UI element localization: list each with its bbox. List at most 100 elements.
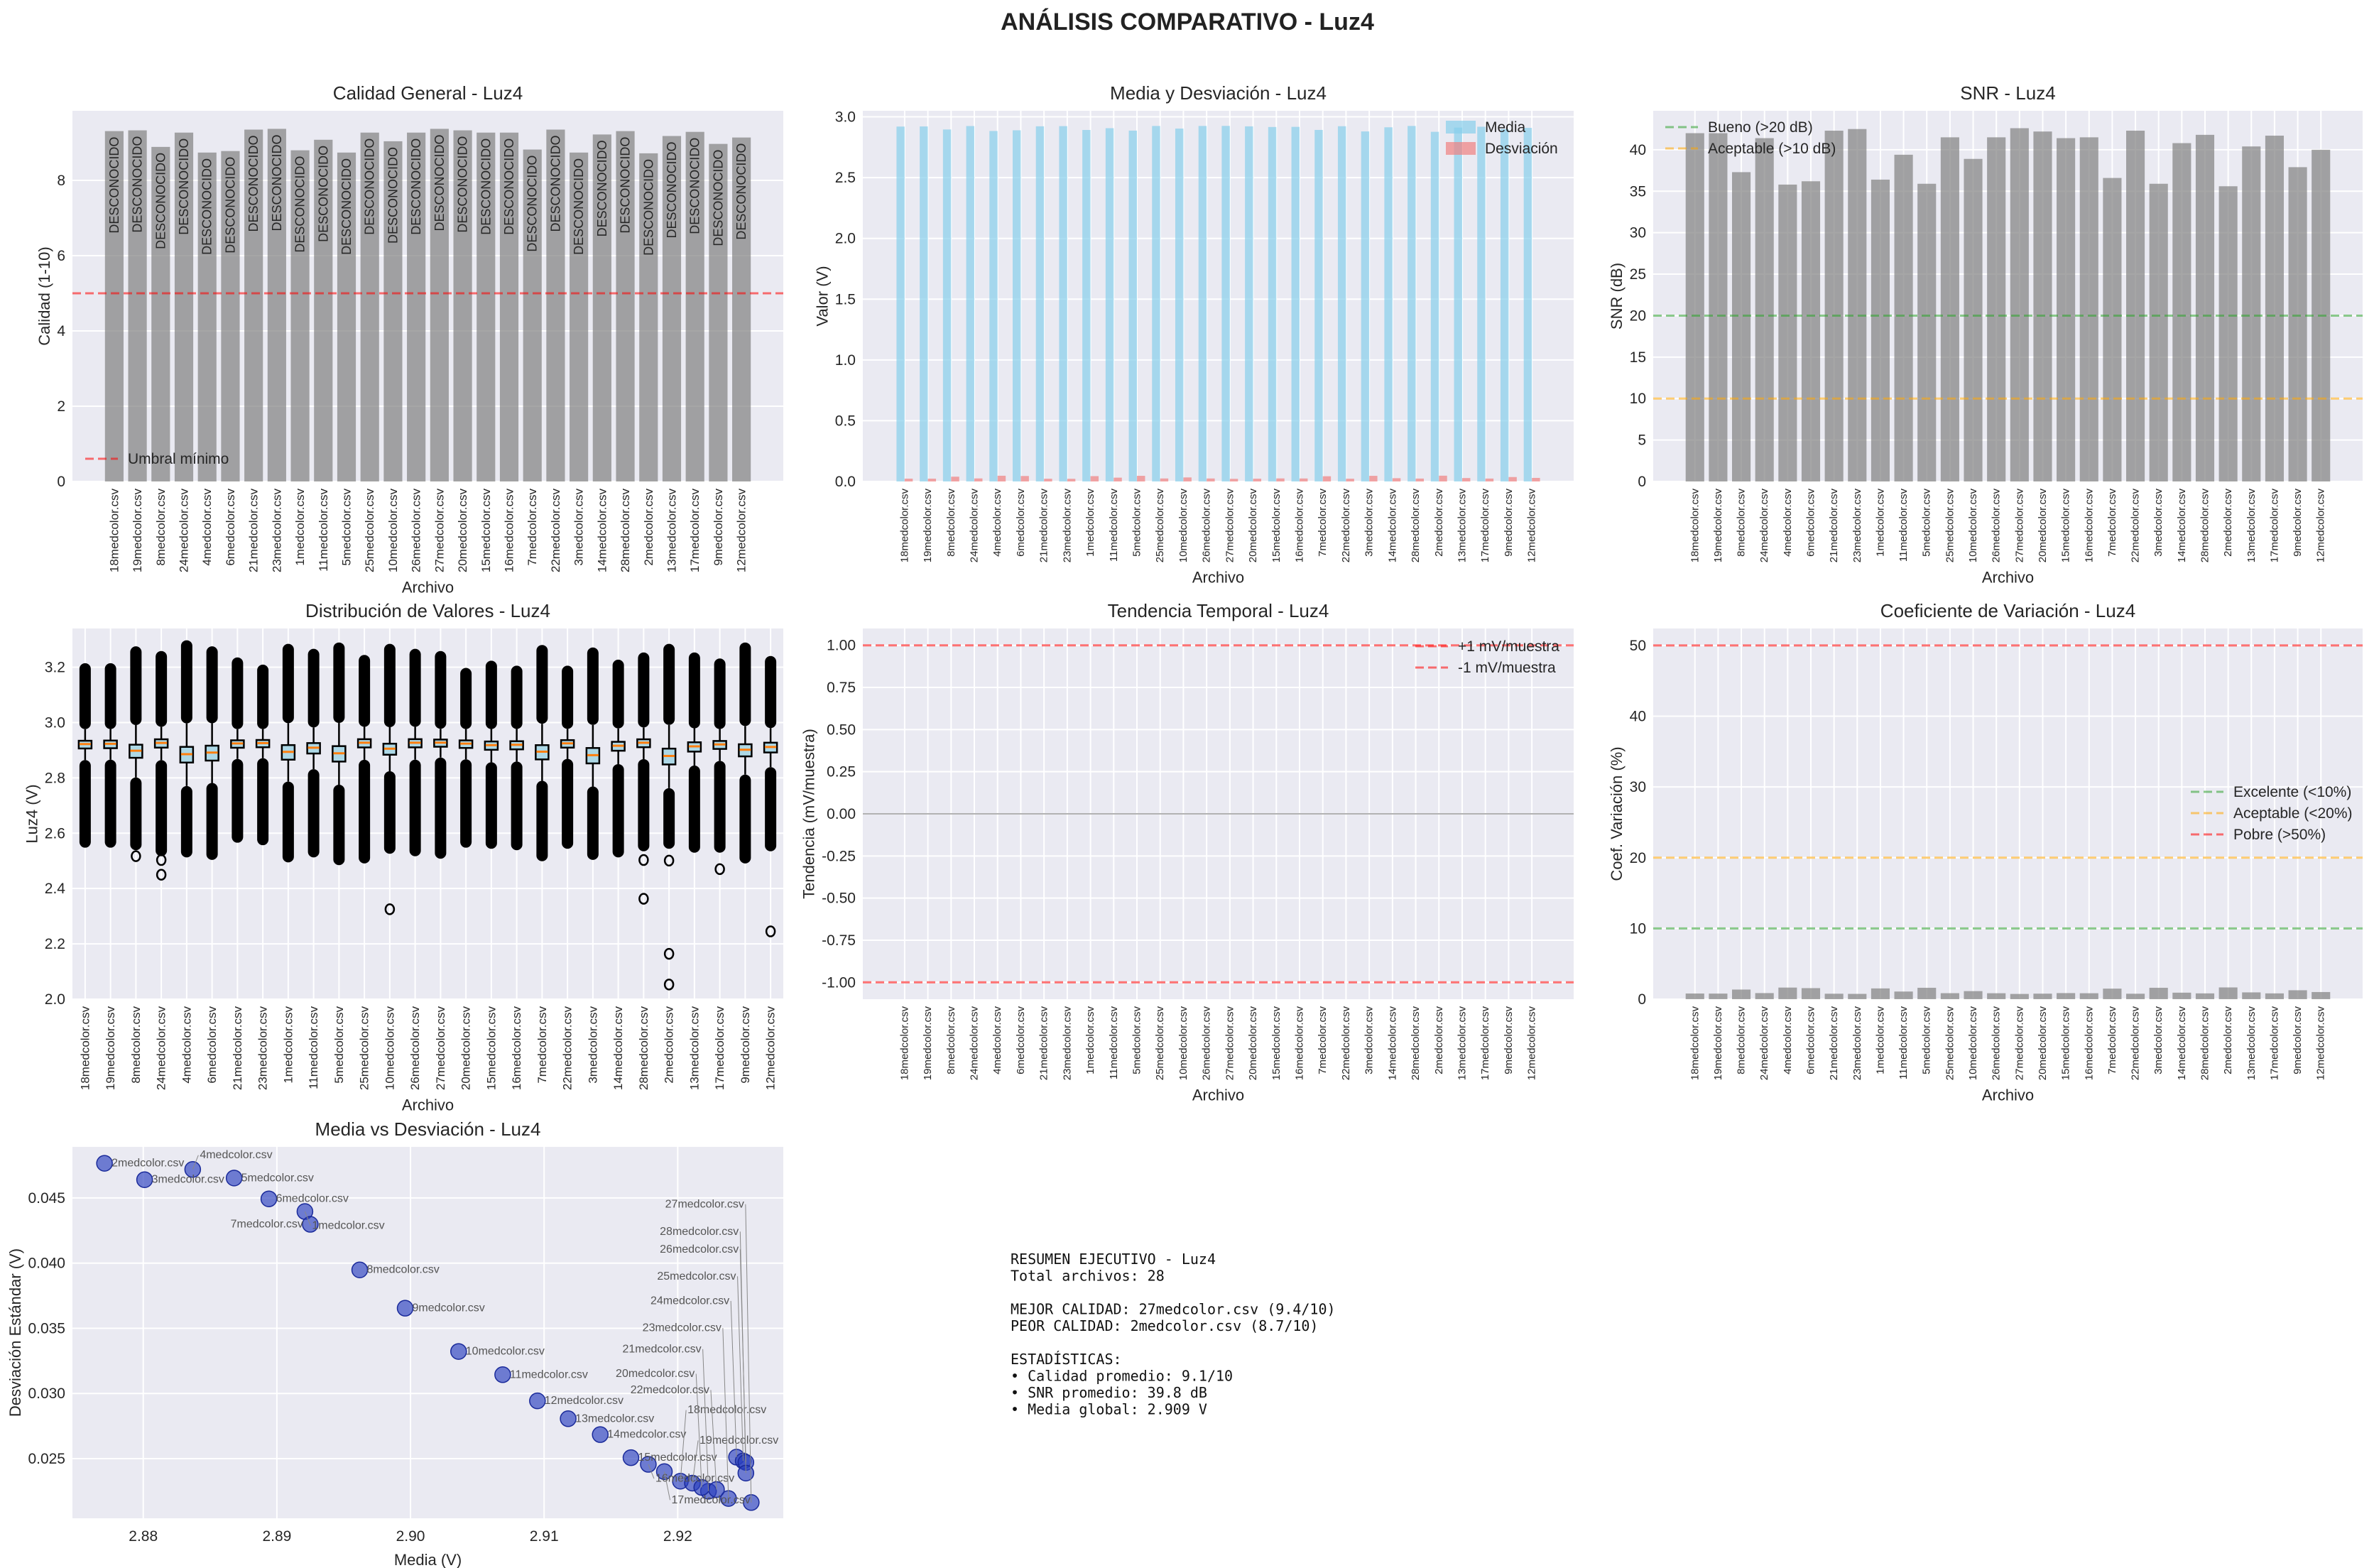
quality-bar [523,149,542,481]
cv-bar [2103,989,2122,999]
snr-bar [2265,136,2284,481]
outlier-cluster [460,759,472,848]
x-tick-label: 2medcolor.csv [663,1006,676,1084]
y-tick-label: 0.5 [835,413,856,429]
x-tick-label: 5medcolor.csv [1921,1006,1933,1074]
x-tick-label: 16medcolor.csv [1293,489,1305,563]
outlier-cluster [765,767,777,851]
media-bar [1500,129,1509,481]
bar-value-label: DESCONOCIDO [526,156,540,252]
outlier-cluster [156,760,168,856]
y-tick-label: 0.50 [827,722,856,738]
label-leader-line [648,1464,655,1479]
bar-value-label: DESCONOCIDO [107,137,121,234]
point-label: 9medcolor.csv [413,1302,485,1314]
x-tick-label: 19medcolor.csv [922,1006,934,1081]
outlier-cluster [435,650,447,729]
chart-title: Coeficiente de Variación - Luz4 [1880,600,2135,621]
media-bar [1384,127,1393,482]
y-tick-label: 2 [57,398,65,415]
snr-bar [1894,154,1913,481]
boxplot-item [153,650,169,881]
outlier-cluster [460,668,472,729]
y-axis-label: Calidad (1-10) [36,246,53,345]
desviacion-bar [1044,479,1052,481]
x-tick-label: 25medcolor.csv [1944,1006,1956,1081]
media-bar [1361,131,1370,481]
snr-bar [1871,179,1890,481]
x-tick-label: 13medcolor.csv [665,489,678,573]
legend-patch-icon [1446,121,1476,134]
point-label: 24medcolor.csv [650,1295,729,1307]
outlier-cluster [536,645,548,724]
y-tick-label: 2.6 [45,825,65,842]
quality-bar [430,129,449,481]
x-tick-label: 23medcolor.csv [1851,489,1863,563]
scatter-point [351,1261,369,1278]
snr-bar [1848,129,1867,481]
x-tick-label: 20medcolor.csv [2037,1006,2049,1081]
point-label: 10medcolor.csv [466,1346,545,1358]
x-tick-label: 2.92 [663,1528,692,1545]
snr-bar [1755,138,1774,481]
boxplot-item [535,645,550,861]
x-tick-label: 20medcolor.csv [1247,489,1259,563]
x-tick-label: 23medcolor.csv [256,1006,270,1091]
cv-bar [2288,990,2307,999]
y-axis-label: Coef. Variación (%) [1608,746,1626,881]
label-leader-line [710,1390,717,1490]
chart-title: Distribución de Valores - Luz4 [305,600,550,621]
x-tick-label: 28medcolor.csv [2199,489,2211,563]
outlier-point [638,854,649,866]
desviacion-bar [1415,478,1425,481]
label-leader-line [745,1204,752,1503]
y-tick-label: 2.2 [45,936,65,952]
boxplot-item [611,659,626,858]
media-bar [1198,126,1207,481]
figure-title: ANÁLISIS COMPARATIVO - Luz4 [1001,9,1374,36]
x-tick-label: 27medcolor.csv [2013,1006,2025,1081]
quality-bar [267,129,286,481]
label-leader-line [737,1276,744,1461]
bar-value-label: DESCONOCIDO [270,134,284,231]
x-tick-label: 26medcolor.csv [1201,1006,1213,1081]
desviacion-bar [1369,476,1378,481]
bar-value-label: DESCONOCIDO [641,159,655,256]
boxplot-item [687,652,702,853]
cv-bar [1824,993,1844,999]
x-tick-label: 14medcolor.csv [1386,1006,1398,1081]
point-label: 16medcolor.csv [655,1473,734,1485]
x-tick-label: 21medcolor.csv [231,1006,244,1091]
x-tick-label: 24medcolor.csv [969,1006,981,1081]
label-leader-line [702,1349,709,1491]
scatter-point [396,1300,414,1317]
media-bar [1012,130,1021,481]
x-tick-label: 20medcolor.csv [1247,1006,1259,1081]
x-tick-label: 10medcolor.csv [1177,489,1189,563]
legend-label: +1 mV/muestra [1458,638,1559,655]
boxplot-item [230,657,245,843]
x-tick-label: 20medcolor.csv [2037,489,2049,563]
x-tick-label: 22medcolor.csv [2130,489,2142,563]
bar-value-label: DESCONOCIDO [223,157,237,254]
quality-bar [685,131,704,481]
x-tick-label: 4medcolor.csv [180,1006,193,1084]
desviacion-bar [974,478,983,481]
snr-bar [1940,137,1959,481]
x-tick-label: 17medcolor.csv [2268,489,2280,563]
y-tick-label: 1.0 [835,352,856,369]
media-bar [920,126,928,481]
outlier-cluster [333,785,345,866]
scatter-point [560,1410,577,1427]
legend-label: Umbral mínimo [128,451,229,467]
x-tick-label: 12medcolor.csv [2315,1006,2327,1081]
boxplot-item [306,648,321,858]
boxplot-item [433,650,448,859]
outlier-cluster [409,648,421,727]
desviacion-bar [1020,476,1029,481]
bar-value-label: DESCONOCIDO [595,140,609,236]
cv-bar [2172,992,2191,999]
point-label: 3medcolor.csv [152,1174,224,1186]
y-tick-label: 6 [57,248,65,264]
y-tick-label: 4 [57,323,65,339]
